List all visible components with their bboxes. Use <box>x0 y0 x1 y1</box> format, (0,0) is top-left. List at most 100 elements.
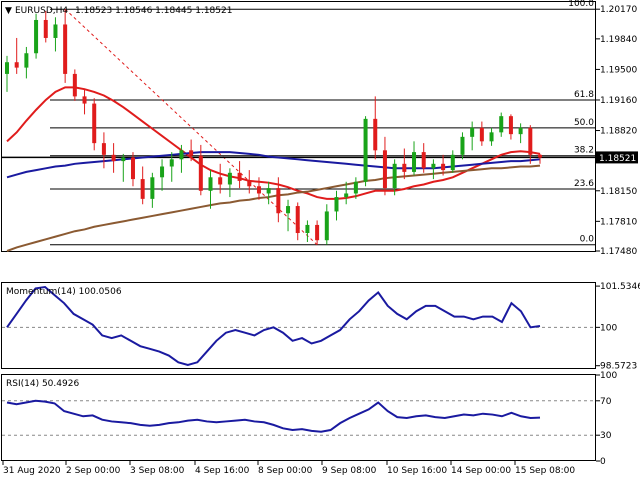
price-tick-label: 1.17810 <box>600 217 637 227</box>
candle-body <box>538 154 542 158</box>
candle-body <box>14 62 19 68</box>
indicator-tick-label: 70 <box>600 397 612 407</box>
candle-body <box>218 177 223 185</box>
candle-body <box>470 127 475 137</box>
candle-body <box>305 224 310 234</box>
candle-body <box>189 150 194 156</box>
time-tick-label: 3 Sep 08:00 <box>130 466 185 476</box>
candle-body <box>121 157 126 162</box>
candle-body <box>179 150 184 160</box>
candle-body <box>247 180 252 187</box>
candle-body <box>237 172 242 181</box>
rsi-panel-frame <box>1 374 596 461</box>
momentum-panel-frame <box>1 282 596 369</box>
candle-body <box>256 186 261 194</box>
candle-body <box>169 159 174 167</box>
candle-body <box>72 73 77 97</box>
candle-body <box>499 116 504 133</box>
candle-body <box>101 143 106 155</box>
time-tick-label: 31 Aug 2020 <box>3 466 61 476</box>
candle-body <box>63 24 68 74</box>
candle-body <box>315 224 320 241</box>
candle-body <box>508 116 513 135</box>
candle-body <box>286 206 291 214</box>
candle-body <box>266 188 271 194</box>
candle-body <box>227 172 232 185</box>
momentum-indicator: 101.5346 100 98.5723 <box>2 282 640 372</box>
candle-body <box>402 163 407 172</box>
moving-average-line <box>6 164 541 252</box>
candle-body <box>421 152 426 169</box>
candle-body <box>130 157 135 180</box>
indicator-tick-label: 100 <box>600 323 617 333</box>
candle-body <box>334 197 339 212</box>
chart-title: EURUSD,H4 1.18523 1.18546 1.18445 1.1852… <box>15 6 232 16</box>
price-axis: 1.20170 1.19840 1.19500 1.19160 1.18820 1.181… <box>596 5 638 257</box>
candle-body <box>479 127 484 142</box>
candle-body <box>431 163 436 169</box>
price-tick-label: 1.20170 <box>600 5 637 15</box>
candle-body <box>344 193 349 198</box>
time-tick-label: 2 Sep 00:00 <box>66 466 121 476</box>
candle-body <box>460 136 465 155</box>
candle-body <box>24 53 29 68</box>
price-tick-label: 1.18150 <box>600 187 637 197</box>
candle-body <box>140 179 145 199</box>
candle-body <box>82 96 87 104</box>
ohlc-values: 1.18523 1.18546 1.18445 1.18521 <box>75 6 232 16</box>
candle-body <box>276 188 281 214</box>
candle-body <box>373 118 378 151</box>
momentum-title: Momentum(14) 100.0506 <box>6 287 122 297</box>
moving-average-line <box>6 86 541 200</box>
rsi-indicator: 100 70 30 0 <box>2 371 617 467</box>
candle-body <box>450 154 455 171</box>
time-tick-label: 10 Sep 16:00 <box>387 466 447 476</box>
fib-level-label: 61.8 <box>574 90 594 100</box>
candle-body <box>441 163 446 171</box>
symbol-label: EURUSD,H4 <box>15 6 68 16</box>
candle-body <box>412 152 417 172</box>
time-tick-label: 4 Sep 16:00 <box>195 466 250 476</box>
candle-body <box>363 118 368 182</box>
candle-body <box>528 127 533 155</box>
fib-level-label: 50.0 <box>574 118 594 128</box>
symbol-title-icon: ▼ <box>5 6 12 16</box>
price-tick-label: 1.19500 <box>600 65 637 75</box>
time-tick-label: 14 Sep 00:00 <box>451 466 511 476</box>
candle-body <box>43 19 48 38</box>
candle-body <box>150 177 155 199</box>
price-tick-label: 1.19840 <box>600 35 637 45</box>
candlesticks <box>5 9 542 245</box>
candle-body <box>160 166 165 178</box>
current-price-tag <box>596 151 638 164</box>
candle-body <box>295 206 300 234</box>
candle-body <box>34 19 39 54</box>
candle-body <box>198 155 203 191</box>
fib-level-label: 100.0 <box>568 0 594 9</box>
price-tick-label: 1.18820 <box>600 127 637 137</box>
indicator-tick-label: 100 <box>600 371 617 381</box>
current-price-label: 1.18521 <box>599 154 636 164</box>
fib-level-label: 23.6 <box>574 179 594 189</box>
time-tick-label: 8 Sep 00:00 <box>258 466 313 476</box>
time-tick-label: 15 Sep 08:00 <box>515 466 575 476</box>
candle-body <box>5 62 9 74</box>
candle-body <box>208 177 213 191</box>
time-axis: 31 Aug 2020 2 Sep 00:00 3 Sep 08:00 4 Sep 1… <box>2 461 575 476</box>
time-tick-label: 9 Sep 08:00 <box>322 466 377 476</box>
indicator-tick-label: 30 <box>600 431 612 441</box>
price-tick-label: 1.17480 <box>600 247 637 257</box>
candle-body <box>518 127 523 135</box>
candle-body <box>353 181 358 194</box>
price-tick-label: 1.19160 <box>600 96 637 106</box>
indicator-line <box>6 285 541 367</box>
candle-body <box>392 163 397 189</box>
candle-body <box>489 132 494 142</box>
indicator-tick-label: 0 <box>600 457 606 467</box>
rsi-title: RSI(14) 50.4926 <box>6 379 79 389</box>
candle-body <box>111 154 116 162</box>
fib-level-label: 38.2 <box>574 146 594 156</box>
candle-body <box>53 24 58 38</box>
candle-body <box>92 103 97 144</box>
